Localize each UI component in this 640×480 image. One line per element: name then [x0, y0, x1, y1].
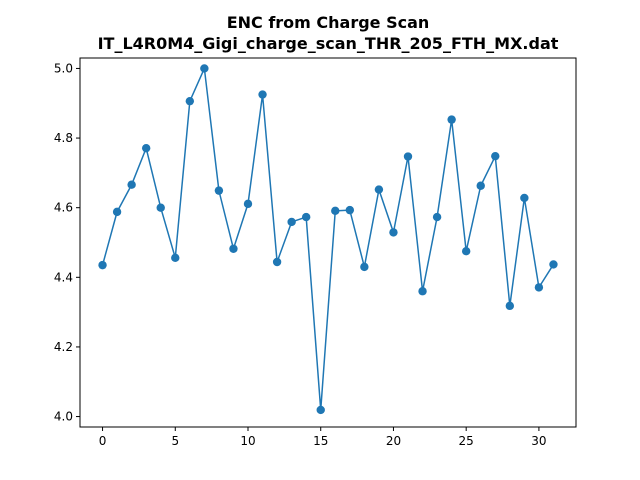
data-point	[331, 206, 340, 216]
x-tick-label: 0	[99, 434, 107, 448]
data-point	[549, 260, 558, 269]
y-tick-label: 4.8	[54, 131, 73, 145]
x-tick-label: 5	[171, 434, 179, 448]
data-point	[156, 203, 165, 212]
data-point	[418, 287, 427, 296]
data-point	[127, 180, 136, 189]
x-axis: 0 5 10 15 20 25 30	[99, 427, 547, 448]
data-point	[534, 283, 544, 292]
data-point	[316, 405, 325, 415]
chart-title-line1: ENC from Charge Scan	[227, 13, 430, 32]
y-tick-label: 4.0	[54, 410, 73, 424]
data-point	[200, 64, 209, 73]
data-point	[432, 212, 442, 222]
data-point	[287, 217, 296, 227]
data-point	[243, 199, 253, 209]
chart-title-line2: IT_L4R0M4_Gigi_charge_scan_THR_205_FTH_M…	[98, 34, 559, 53]
y-axis: 4.0 4.2 4.4 4.6 4.8 5.0	[54, 61, 80, 424]
data-point	[112, 207, 122, 217]
data-point	[491, 151, 500, 161]
series-line	[101, 67, 555, 411]
x-tick-label: 10	[240, 434, 255, 448]
y-tick-label: 4.6	[54, 201, 73, 215]
data-point	[171, 253, 180, 263]
data-point	[141, 143, 151, 153]
data-point	[98, 260, 107, 270]
x-tick-label: 20	[386, 434, 401, 448]
data-point	[345, 205, 355, 215]
x-tick-label: 15	[313, 434, 328, 448]
data-point	[403, 152, 413, 161]
x-tick-label: 30	[531, 434, 546, 448]
x-tick-label: 25	[459, 434, 474, 448]
data-point	[476, 181, 485, 190]
data-point	[185, 96, 195, 106]
data-point	[229, 244, 238, 253]
data-point	[447, 115, 456, 124]
data-point	[272, 257, 282, 267]
series-layer	[98, 64, 558, 415]
y-tick-label: 4.4	[54, 270, 73, 284]
data-point	[214, 186, 224, 195]
data-point	[505, 301, 515, 311]
data-point	[461, 247, 471, 256]
data-point	[360, 262, 369, 272]
data-point	[520, 193, 529, 203]
y-tick-label: 5.0	[54, 61, 73, 75]
plot-area-frame	[79, 57, 577, 428]
data-point	[301, 212, 311, 222]
y-tick-label: 4.2	[54, 340, 73, 354]
data-point	[374, 185, 384, 194]
data-point	[389, 228, 398, 237]
data-point	[258, 90, 267, 99]
